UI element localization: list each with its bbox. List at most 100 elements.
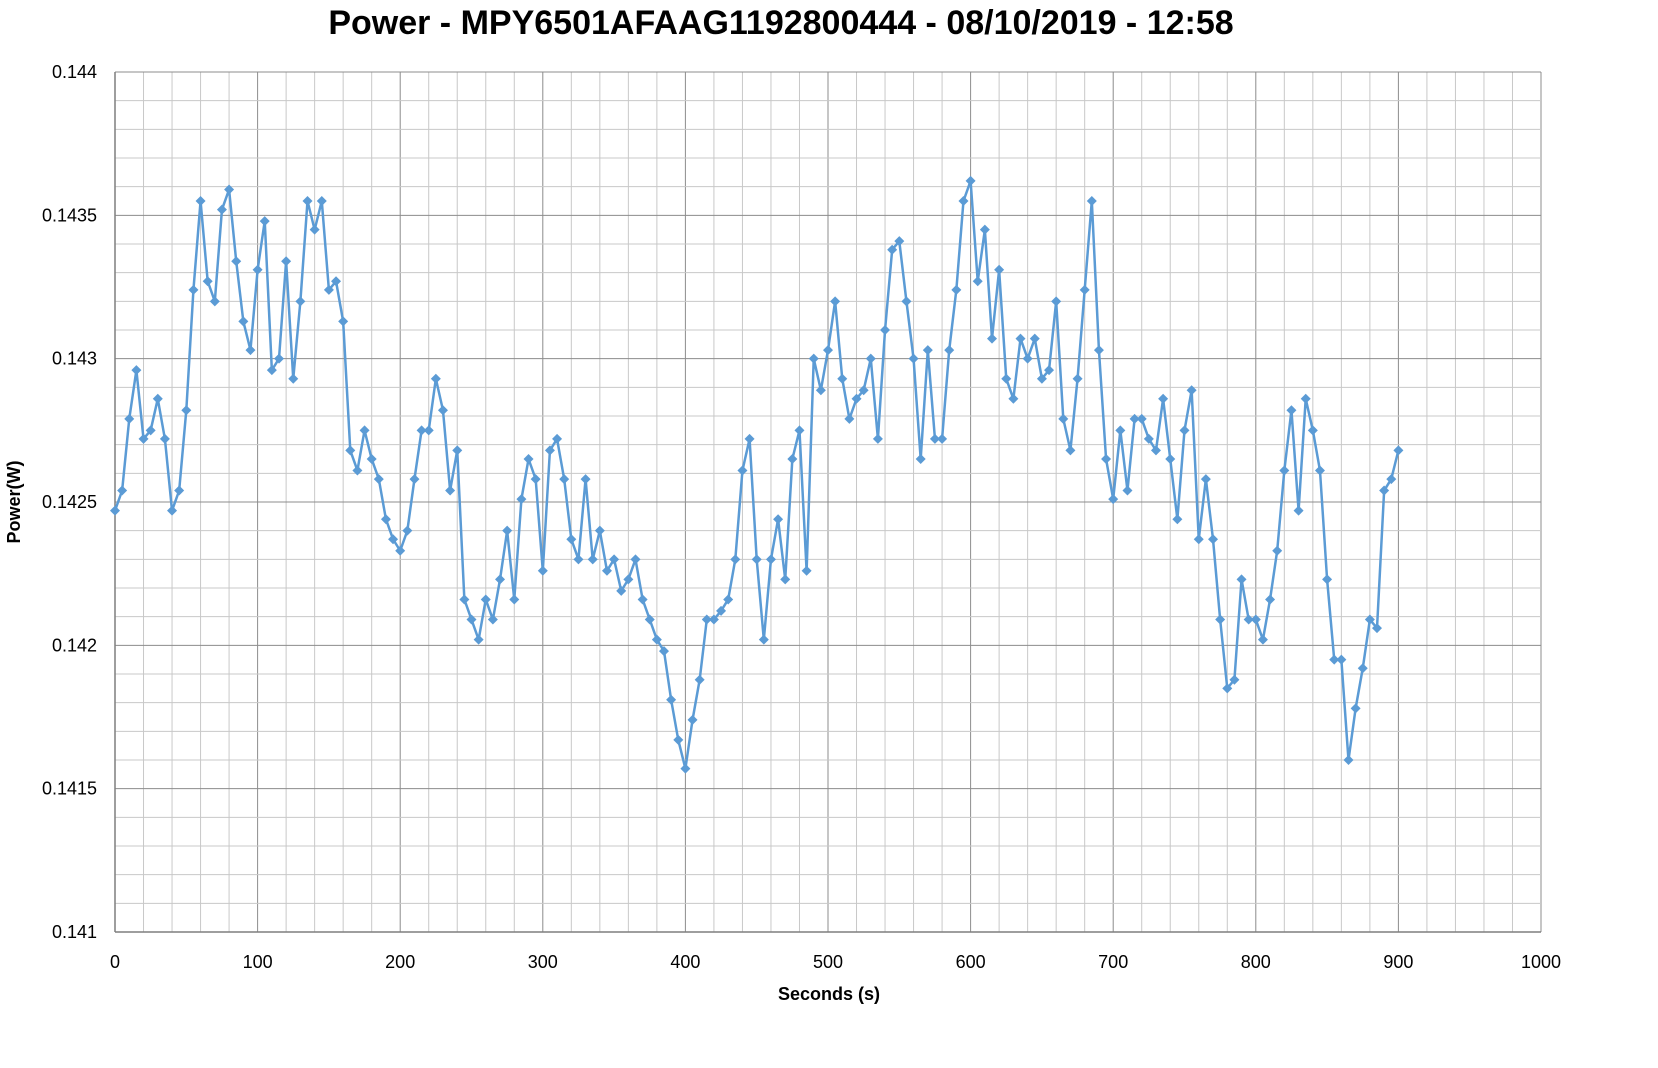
x-tick-label: 0 xyxy=(110,952,120,972)
data-point-marker xyxy=(573,554,584,565)
data-point-marker xyxy=(972,276,983,287)
data-point-marker xyxy=(1001,373,1012,384)
data-point-marker xyxy=(1222,683,1233,694)
data-point-marker xyxy=(644,614,655,625)
data-point-marker xyxy=(388,534,399,545)
data-point-marker xyxy=(1143,433,1154,444)
data-point-marker xyxy=(1058,413,1069,424)
data-point-marker xyxy=(466,614,477,625)
data-point-marker xyxy=(1229,674,1240,685)
data-point-marker xyxy=(452,445,463,456)
data-point-marker xyxy=(309,224,320,235)
data-point-marker xyxy=(601,565,612,576)
x-tick-label: 400 xyxy=(670,952,700,972)
data-point-marker xyxy=(1065,445,1076,456)
data-point-marker xyxy=(502,525,513,536)
data-point-marker xyxy=(794,425,805,436)
data-point-marker xyxy=(651,634,662,645)
data-point-marker xyxy=(808,353,819,364)
data-point-marker xyxy=(708,614,719,625)
data-point-marker xyxy=(359,425,370,436)
data-point-marker xyxy=(288,373,299,384)
data-point-marker xyxy=(908,353,919,364)
data-point-marker xyxy=(680,763,691,774)
data-point-marker xyxy=(110,505,120,516)
data-point-marker xyxy=(430,373,441,384)
x-tick-labels: 0 100 200 300 400 500 600 700 800 900 1000 xyxy=(110,952,1561,972)
data-point-marker xyxy=(594,525,605,536)
data-point-marker xyxy=(901,296,912,307)
data-point-marker xyxy=(587,554,598,565)
data-point-marker xyxy=(1379,485,1390,496)
data-point-marker xyxy=(1243,614,1254,625)
data-point-marker xyxy=(872,433,883,444)
data-point-marker xyxy=(1150,445,1161,456)
data-point-marker xyxy=(473,634,484,645)
data-point-marker xyxy=(737,465,748,476)
data-point-marker xyxy=(701,614,712,625)
data-point-marker xyxy=(437,405,448,416)
y-axis-title: Power(W) xyxy=(4,460,24,543)
data-point-marker xyxy=(552,433,563,444)
data-point-marker xyxy=(209,296,220,307)
data-point-marker xyxy=(659,646,670,657)
data-point-marker xyxy=(167,505,178,516)
data-point-marker xyxy=(744,433,755,444)
data-point-marker xyxy=(1101,454,1112,464)
data-point-marker xyxy=(616,585,627,596)
data-point-marker xyxy=(637,594,648,605)
data-point-marker xyxy=(765,554,776,565)
y-tick-label: 0.142 xyxy=(52,635,97,655)
data-point-marker xyxy=(1172,514,1183,525)
data-point-marker xyxy=(331,276,342,287)
data-point-marker xyxy=(1300,393,1311,404)
data-point-marker xyxy=(1307,425,1318,436)
x-tick-label: 600 xyxy=(956,952,986,972)
data-point-marker xyxy=(559,474,570,485)
data-point-marker xyxy=(145,425,156,436)
data-point-marker xyxy=(380,514,391,525)
data-point-marker xyxy=(858,385,869,396)
data-point-marker xyxy=(1336,654,1347,665)
data-point-marker xyxy=(266,365,277,376)
data-point-marker xyxy=(1393,445,1404,456)
data-point-marker xyxy=(815,385,826,396)
data-point-marker xyxy=(979,224,990,235)
data-point-marker xyxy=(1364,614,1375,625)
data-point-marker xyxy=(1093,345,1104,356)
y-tick-label: 0.144 xyxy=(52,62,97,82)
data-point-marker xyxy=(880,325,891,335)
data-point-marker xyxy=(915,454,926,464)
data-point-marker xyxy=(1086,196,1097,206)
data-point-marker xyxy=(951,284,962,295)
data-point-marker xyxy=(929,433,940,444)
data-point-marker xyxy=(138,433,149,444)
y-tick-label: 0.141 xyxy=(52,922,97,942)
data-point-marker xyxy=(395,545,406,556)
y-tick-label: 0.1435 xyxy=(42,205,97,225)
data-point-marker xyxy=(1250,614,1261,625)
data-point-marker xyxy=(1286,405,1297,416)
series-power xyxy=(110,175,1404,774)
data-point-marker xyxy=(352,465,363,476)
data-point-marker xyxy=(159,433,170,444)
data-point-marker xyxy=(958,196,969,206)
data-point-marker xyxy=(259,216,270,227)
data-point-marker xyxy=(245,345,256,356)
data-point-marker xyxy=(131,365,142,376)
data-point-marker xyxy=(1036,373,1047,384)
data-point-marker xyxy=(188,284,199,295)
data-point-marker xyxy=(1386,474,1397,485)
data-point-marker xyxy=(623,574,634,585)
data-point-marker xyxy=(1108,494,1119,505)
data-point-marker xyxy=(323,284,334,295)
data-point-marker xyxy=(195,196,206,206)
data-point-marker xyxy=(402,525,413,536)
data-point-marker xyxy=(537,565,548,576)
data-point-marker xyxy=(202,276,213,287)
x-tick-label: 300 xyxy=(528,952,558,972)
data-point-marker xyxy=(487,614,498,625)
data-point-marker xyxy=(281,256,292,267)
data-point-marker xyxy=(1343,755,1354,765)
